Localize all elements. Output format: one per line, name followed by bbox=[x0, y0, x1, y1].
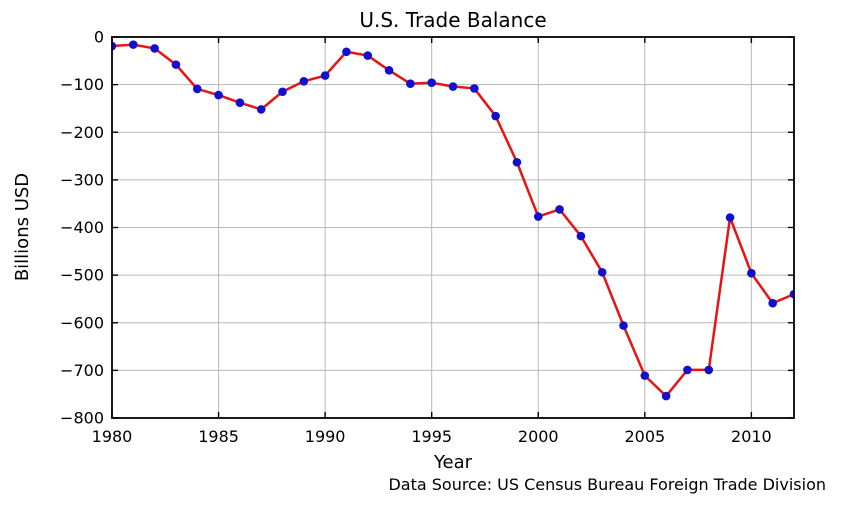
x-tick-label: 2005 bbox=[624, 427, 665, 446]
data-point bbox=[427, 78, 436, 88]
data-point bbox=[470, 84, 479, 93]
data-point bbox=[363, 51, 373, 60]
data-point bbox=[384, 66, 394, 75]
y-axis-label: Billions USD bbox=[12, 173, 33, 281]
x-tick-label: 1980 bbox=[92, 427, 133, 446]
data-point bbox=[661, 391, 671, 401]
data-point bbox=[320, 71, 330, 80]
data-point bbox=[768, 298, 777, 308]
data-point bbox=[683, 365, 692, 375]
y-tick-label: 0 bbox=[94, 28, 104, 47]
y-tick-label: −400 bbox=[60, 218, 104, 237]
x-tick-label: 1990 bbox=[305, 427, 346, 446]
data-point bbox=[555, 205, 564, 214]
data-point bbox=[704, 365, 714, 375]
data-point bbox=[129, 40, 138, 49]
data-source-caption: Data Source: US Census Bureau Foreign Tr… bbox=[388, 475, 826, 494]
grid-layer bbox=[111, 36, 794, 419]
data-point bbox=[256, 105, 266, 114]
data-point bbox=[619, 321, 628, 330]
y-tick-label: −700 bbox=[60, 361, 104, 380]
data-point bbox=[406, 79, 415, 88]
y-tick-label: −500 bbox=[60, 266, 104, 285]
data-point bbox=[112, 41, 117, 51]
data-point bbox=[214, 90, 223, 100]
x-axis-label: Year bbox=[433, 452, 473, 473]
data-point bbox=[747, 268, 756, 278]
frame-layer bbox=[111, 36, 795, 419]
data-point bbox=[512, 157, 522, 167]
x-tick-label: 2000 bbox=[518, 427, 559, 446]
data-point bbox=[278, 87, 287, 97]
x-tick-label: 1995 bbox=[411, 427, 452, 446]
series-layer bbox=[112, 40, 794, 401]
x-tick-label: 2010 bbox=[731, 427, 772, 446]
data-point bbox=[640, 371, 650, 380]
y-tick-label: −300 bbox=[60, 170, 104, 189]
tick-label-layer: 1980 1985 1990 1995 2000 2005 2010 0 −100 −200 −30… bbox=[60, 28, 772, 447]
y-tick-label: −800 bbox=[60, 409, 104, 428]
data-point bbox=[789, 289, 794, 299]
data-point bbox=[576, 231, 586, 241]
data-point bbox=[448, 82, 458, 91]
y-tick-label: −100 bbox=[60, 75, 104, 94]
data-point bbox=[192, 84, 202, 94]
data-line bbox=[112, 43, 794, 398]
data-point bbox=[725, 213, 735, 222]
y-tick-label: −200 bbox=[60, 123, 104, 142]
data-point bbox=[533, 212, 543, 221]
data-point bbox=[491, 111, 500, 121]
data-point bbox=[150, 44, 159, 53]
data-point bbox=[235, 98, 245, 108]
x-tick-label: 1985 bbox=[198, 427, 239, 446]
data-point bbox=[597, 267, 607, 277]
data-point bbox=[171, 60, 181, 69]
y-tick-label: −600 bbox=[60, 313, 104, 332]
data-point bbox=[299, 76, 309, 86]
data-point bbox=[342, 47, 351, 57]
chart-title: U.S. Trade Balance bbox=[359, 8, 546, 32]
